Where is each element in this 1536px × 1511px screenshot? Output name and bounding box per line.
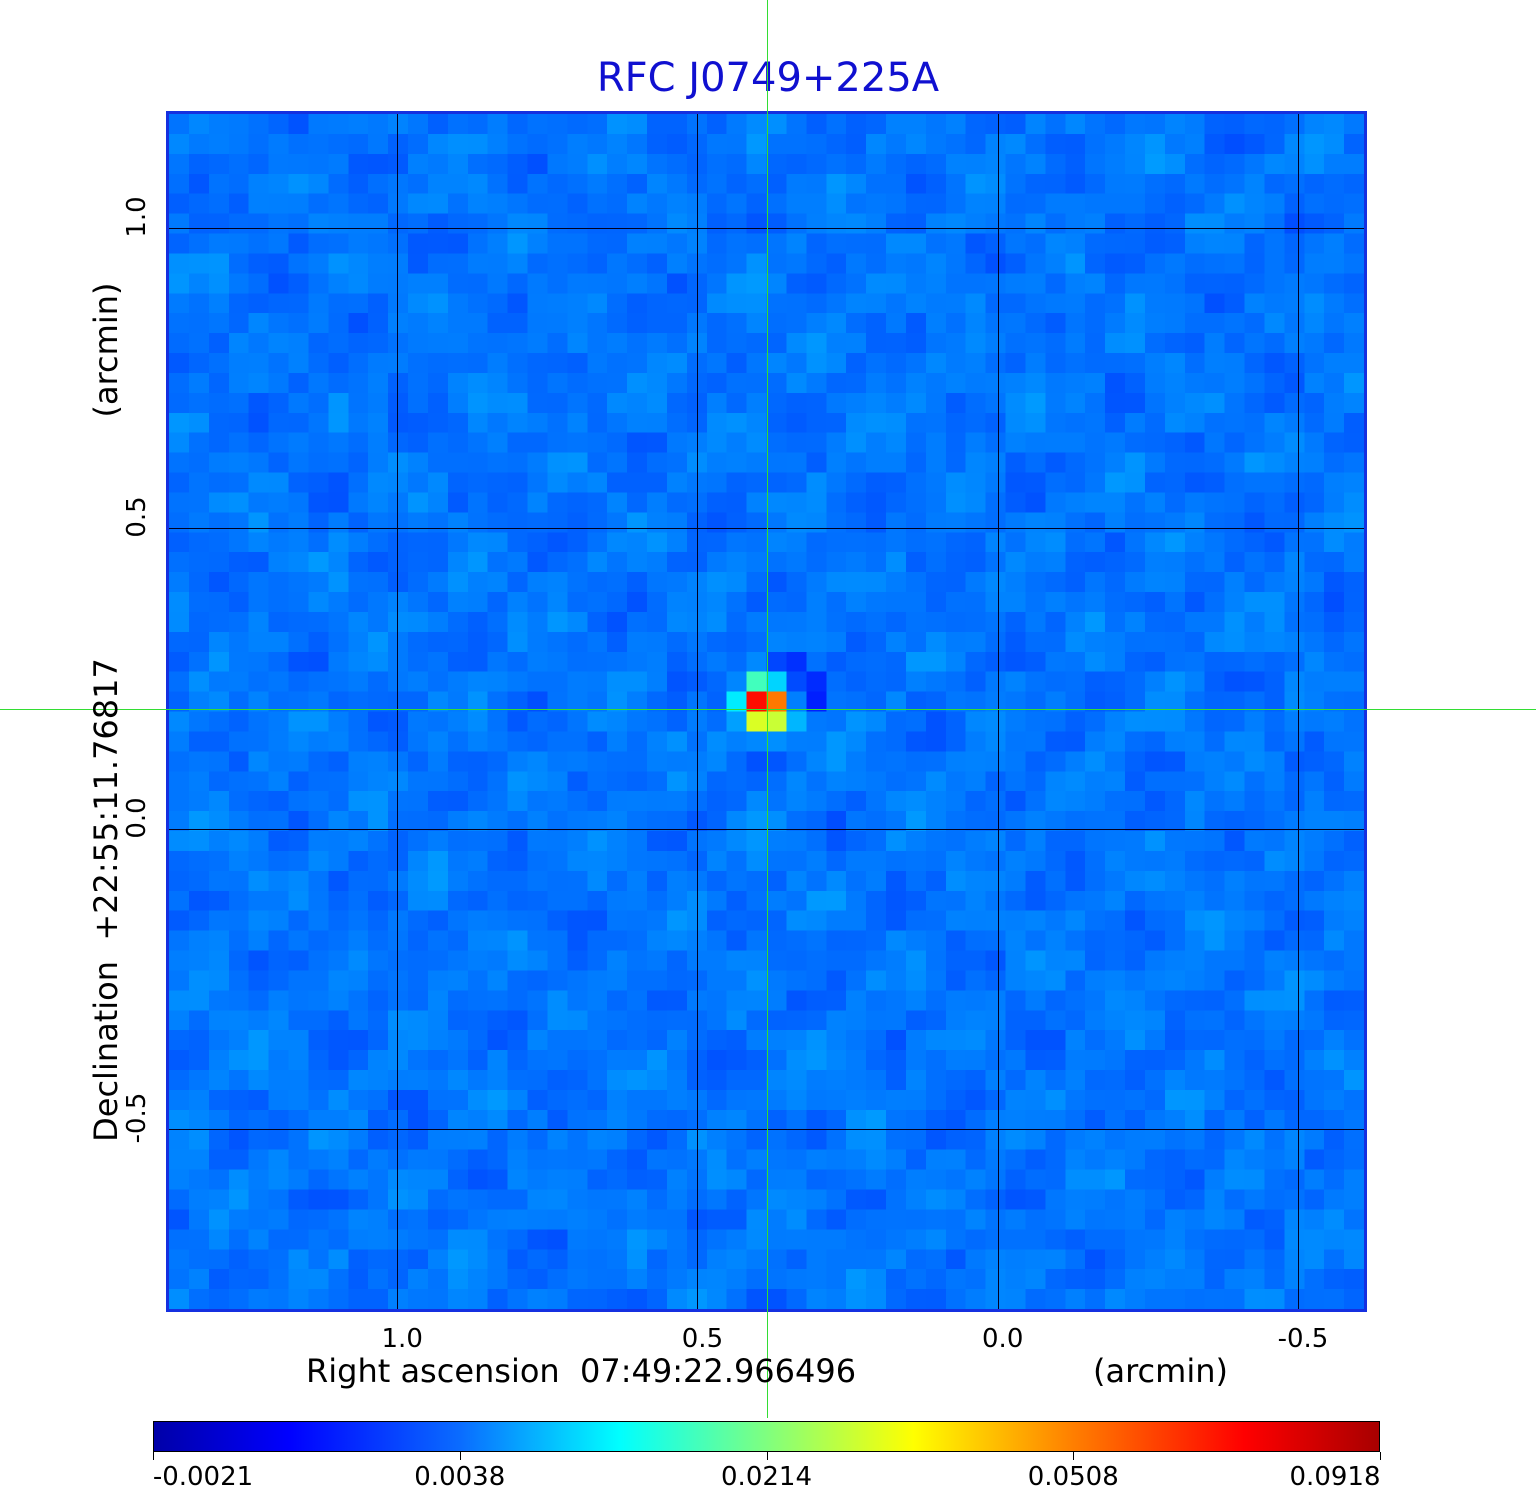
- colorbar-tick-mark: [153, 1452, 154, 1460]
- image-plot-area[interactable]: [166, 111, 1367, 1312]
- colorbar-tick-label: 0.0918: [1289, 1462, 1381, 1492]
- colorbar: [153, 1421, 1380, 1452]
- y-tick-label: 0.5: [122, 496, 152, 539]
- grid-line-y-3: [169, 1128, 1364, 1130]
- colorbar-tick-mark: [1380, 1452, 1381, 1460]
- grid-line-x-3: [1297, 114, 1299, 1309]
- x-axis-unit: (arcmin): [1093, 1352, 1228, 1390]
- x-tick-label: -0.5: [1277, 1324, 1329, 1354]
- y-tick-label: 1.0: [122, 196, 152, 238]
- colorbar-tick-label: 0.0214: [721, 1462, 812, 1492]
- x-tick-label: 0.5: [681, 1324, 724, 1354]
- chart-title: RFC J0749+225A: [596, 55, 940, 101]
- colorbar-tick-label: -0.0021: [152, 1462, 254, 1492]
- grid-line-x-0: [397, 114, 399, 1309]
- grid-line-x-2: [997, 114, 999, 1309]
- x-tick-label: 1.0: [381, 1324, 423, 1354]
- grid-line-y-0: [169, 228, 1364, 230]
- colorbar-tick-mark: [1073, 1452, 1075, 1460]
- colorbar-tick-label: 0.0508: [1027, 1462, 1119, 1492]
- x-tick-label: 0.0: [982, 1324, 1024, 1354]
- grid-line-x-1: [697, 114, 699, 1309]
- y-axis-label: Declination +22:55:11.76817: [87, 658, 125, 1142]
- colorbar-tick-label: 0.0038: [414, 1462, 506, 1492]
- grid-line-y-1: [169, 528, 1364, 530]
- x-axis-label: Right ascension 07:49:22.966496: [306, 1352, 857, 1390]
- y-axis-unit: (arcmin): [87, 282, 125, 418]
- y-tick-label: 0.0: [122, 796, 152, 839]
- colorbar-tick-mark: [766, 1452, 768, 1460]
- intensity-map: [169, 114, 1364, 1309]
- grid-line-y-2: [169, 828, 1364, 830]
- crosshair-horizontal: [0, 709, 1536, 710]
- colorbar-tick-mark: [459, 1452, 461, 1460]
- y-tick-label: -0.5: [122, 1092, 152, 1144]
